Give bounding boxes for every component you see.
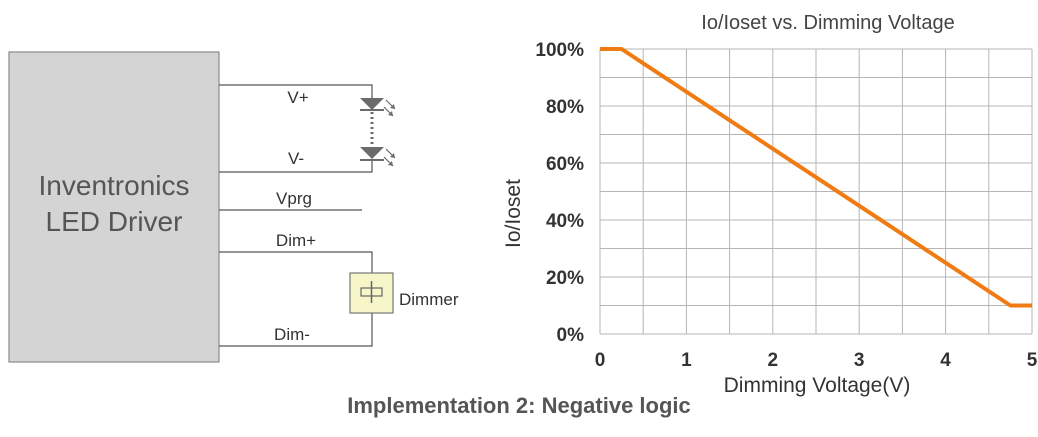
x-tick-label: 1 [681,350,692,371]
x-tick-labels: 0 1 2 3 4 5 [595,350,1038,371]
y-tick-label: 80% [546,97,584,118]
wire-label-v-plus: V+ [287,88,308,107]
led-bottom-icon [360,147,396,167]
y-axis-label: Io/Ioset [502,179,525,248]
wire-v-plus [219,84,373,98]
chart-grid [599,48,1033,335]
led-driver-box [8,51,220,363]
y-tick-label: 40% [546,211,584,232]
dimmer-icon [349,272,394,314]
figure-caption: Implementation 2: Negative logic [347,393,691,418]
wire-label-dim-minus: Dim- [274,325,310,344]
dimmer-label: Dimmer [399,290,459,309]
led-top-icon [360,98,396,117]
wire-label-dim-plus: Dim+ [276,231,316,250]
series-line [600,47,1032,308]
y-tick-label: 0% [557,325,585,346]
chart: Io/Ioset vs. Dimming Voltage 0% 20% 40% 60%… [502,12,1038,397]
wire-v-minus [219,161,373,173]
y-tick-label: 60% [546,154,584,175]
wire-dim-plus [219,251,373,273]
wires [219,84,373,347]
driver-label-line2: LED Driver [46,206,183,237]
y-tick-label: 20% [546,268,584,289]
chart-title: Io/Ioset vs. Dimming Voltage [701,12,954,34]
x-tick-label: 3 [854,350,865,371]
x-axis-label: Dimming Voltage(V) [724,374,911,397]
wire-label-vprg: Vprg [276,189,312,208]
wiring-diagram: Inventronics LED Driver V+ V- Vprg Dim+ … [8,51,459,363]
y-tick-labels: 0% 20% 40% 60% 80% 100% [535,40,584,346]
x-tick-label: 2 [768,350,779,371]
x-tick-label: 0 [595,350,606,371]
y-tick-label: 100% [535,40,584,61]
driver-label-line1: Inventronics [39,170,190,201]
wire-label-v-minus: V- [288,149,304,168]
x-tick-label: 5 [1027,350,1038,371]
wire-dim-minus [219,313,373,347]
x-tick-label: 4 [940,350,951,371]
chart-series [600,47,1032,308]
